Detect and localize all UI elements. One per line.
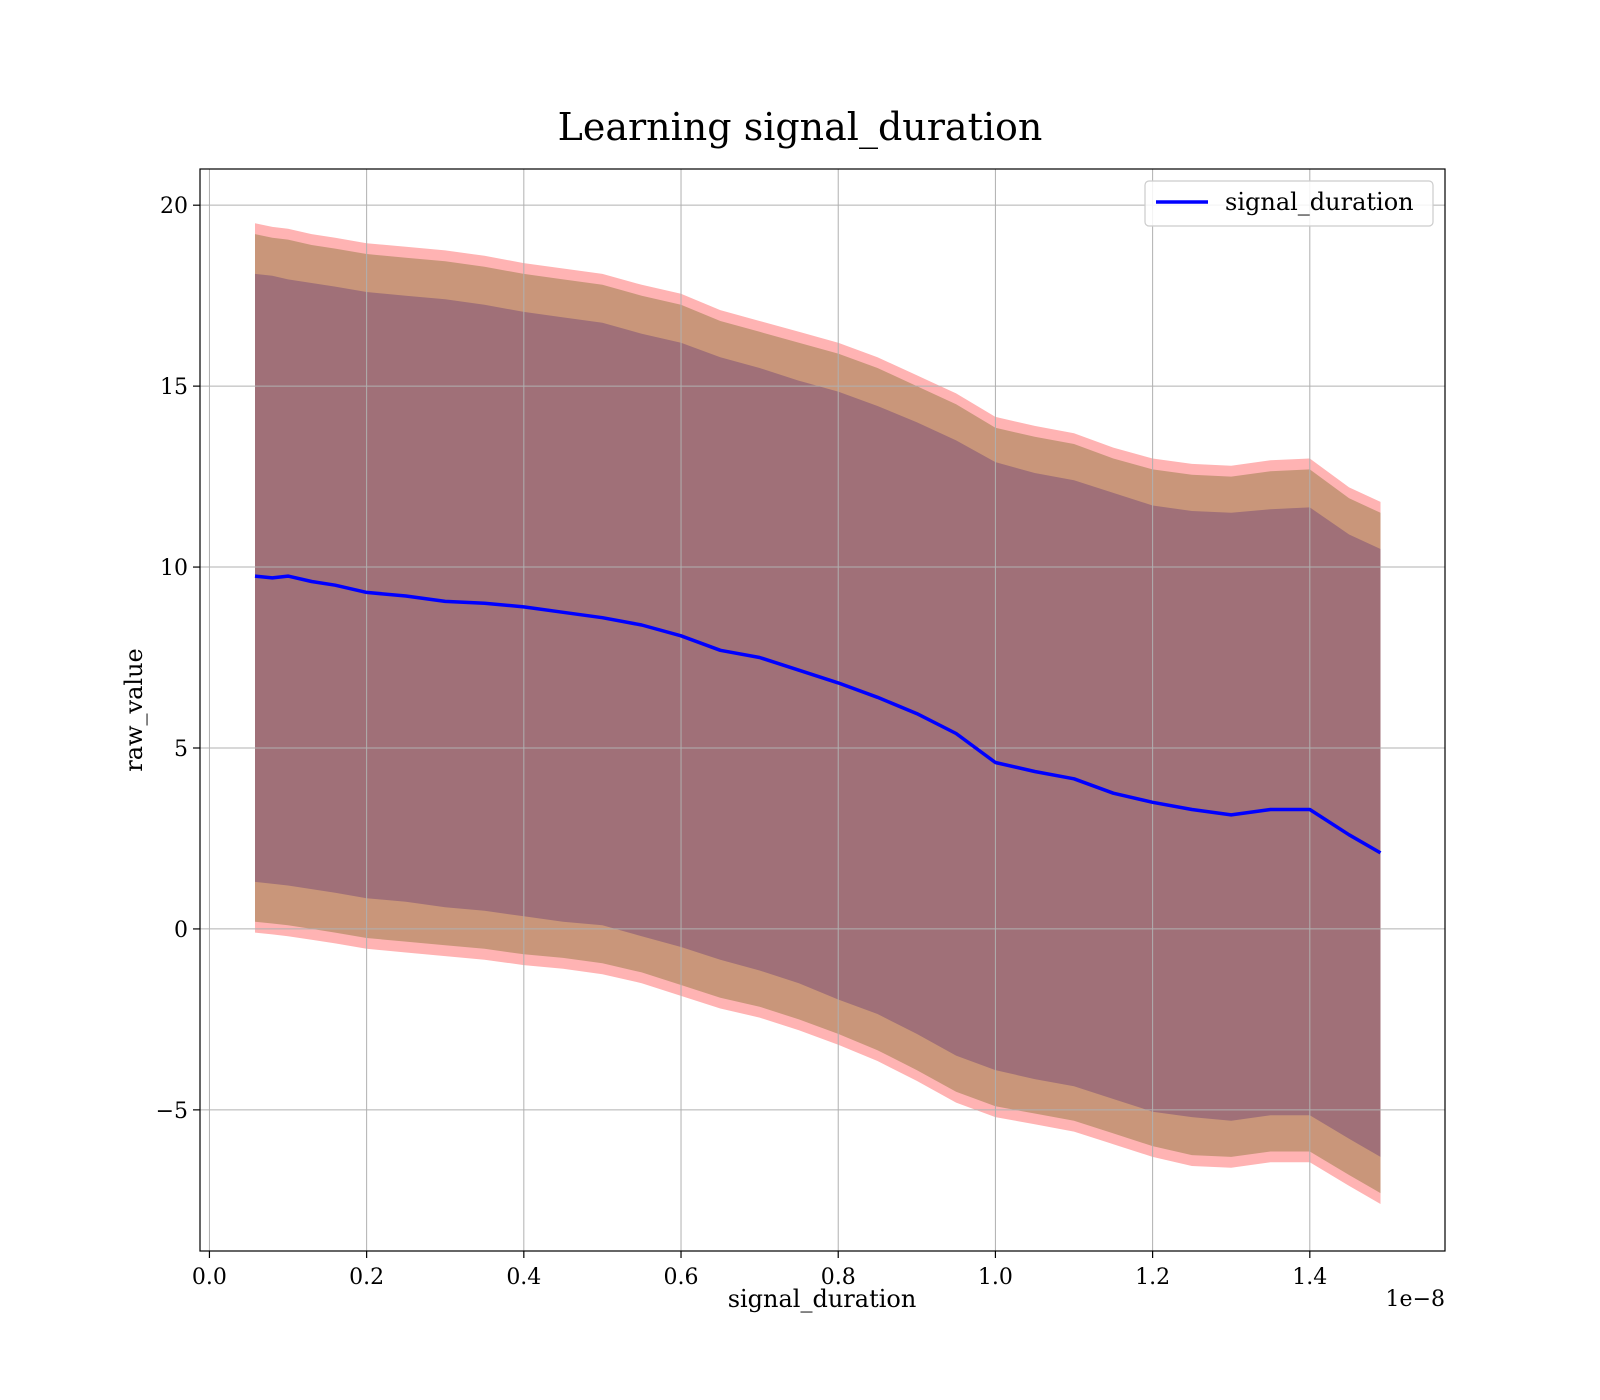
legend-entry-signal-duration: signal_duration: [1225, 188, 1414, 216]
chart-title: Learning signal_duration: [558, 105, 1043, 150]
band-inner: [255, 273, 1381, 1157]
x-tick-label: 0.4: [506, 1265, 541, 1290]
y-tick-label: 0: [174, 918, 188, 943]
x-tick-label: 0.2: [349, 1265, 384, 1290]
x-tick-label: 1.2: [1135, 1265, 1170, 1290]
y-tick-label: 5: [174, 737, 188, 762]
series-line-signal-duration: [254, 574, 1382, 855]
y-axis-ticks: −5 0 5 10 15 20: [156, 194, 200, 1124]
x-axis-ticks: 0.0 0.2 0.4 0.6 0.8 1.0 1.2 1.4: [192, 1251, 1327, 1290]
legend-box: [1144, 180, 1434, 227]
y-tick-label: 20: [160, 194, 188, 219]
plot-frame: [199, 168, 1446, 1252]
grid-lines: [200, 169, 1445, 1251]
legend: signal_duration: [1144, 180, 1434, 227]
x-tick-label: 1.0: [978, 1265, 1013, 1290]
x-tick-label: 1.4: [1292, 1265, 1327, 1290]
x-offset-text: 1e−8: [1386, 1287, 1445, 1312]
x-axis-label: signal_duration: [728, 1285, 917, 1313]
y-tick-label: −5: [156, 1099, 188, 1124]
plot-area: [199, 168, 1446, 1252]
series-lines: [254, 574, 1382, 855]
x-tick-label: 0.8: [821, 1265, 856, 1290]
y-axis-label: raw_value: [120, 648, 148, 772]
x-tick-label: 0.6: [664, 1265, 699, 1290]
x-tick-label: 0.0: [192, 1265, 227, 1290]
y-tick-label: 10: [160, 556, 188, 581]
confidence-bands: [255, 223, 1381, 1205]
y-tick-label: 15: [160, 375, 188, 400]
